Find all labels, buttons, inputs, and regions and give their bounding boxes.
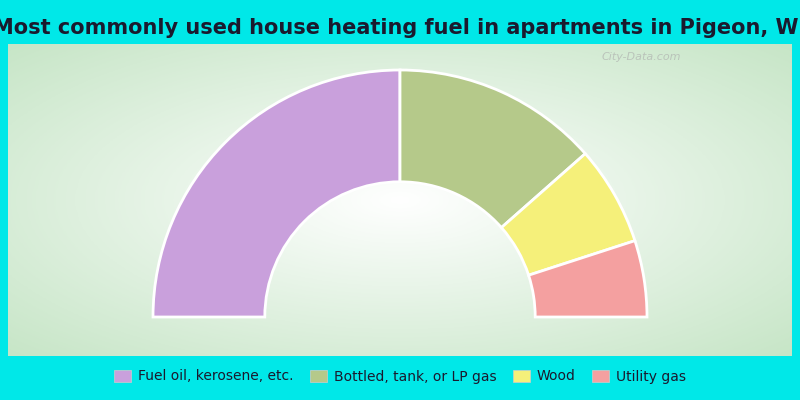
Wedge shape (400, 70, 586, 228)
Text: City-Data.com: City-Data.com (602, 52, 681, 62)
Text: Most commonly used house heating fuel in apartments in Pigeon, WI: Most commonly used house heating fuel in… (0, 18, 800, 38)
Wedge shape (502, 154, 635, 275)
Wedge shape (529, 241, 647, 317)
Wedge shape (153, 70, 400, 317)
Legend: Fuel oil, kerosene, etc., Bottled, tank, or LP gas, Wood, Utility gas: Fuel oil, kerosene, etc., Bottled, tank,… (109, 364, 691, 389)
